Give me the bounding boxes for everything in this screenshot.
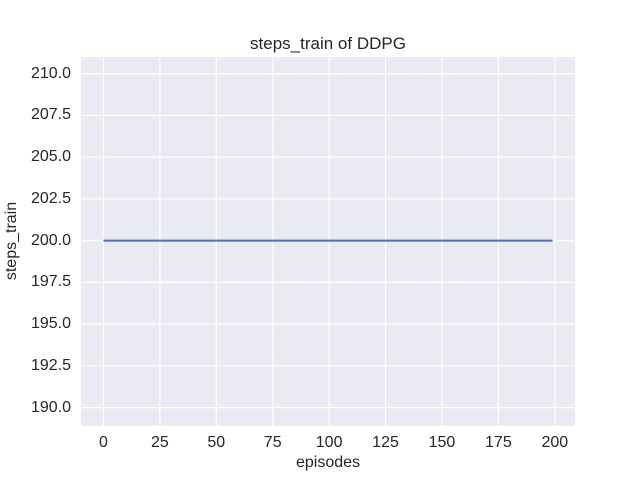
- y-tick-label: 195.0: [30, 315, 71, 333]
- y-tick-label: 207.5: [30, 106, 71, 124]
- y-tick-label: 210.0: [30, 64, 71, 82]
- x-tick-label: 175: [485, 434, 512, 451]
- x-tick-label: 0: [99, 434, 108, 451]
- plot-area: [81, 57, 575, 426]
- x-axis-label: episodes: [295, 454, 361, 471]
- y-tick-label: 202.5: [30, 189, 71, 207]
- x-tick-label: 100: [315, 434, 343, 451]
- y-axis-label: steps_train: [3, 201, 20, 281]
- x-tick-label: 50: [207, 434, 226, 451]
- y-tick-label: 200.0: [30, 231, 71, 249]
- x-tick-label: 75: [263, 434, 282, 451]
- y-tick-label: 190.0: [30, 398, 71, 416]
- x-tick-label: 125: [372, 434, 399, 451]
- y-tick-label: 205.0: [30, 148, 71, 166]
- x-tick-label: 200: [541, 434, 569, 451]
- x-tick-label: 150: [428, 434, 456, 451]
- plot-svg: [81, 57, 575, 426]
- y-tick-label: 192.5: [30, 356, 71, 374]
- chart-title: steps_train of DDPG: [250, 34, 406, 53]
- x-tick-label: 25: [150, 434, 169, 451]
- y-tick-label: 197.5: [30, 273, 71, 291]
